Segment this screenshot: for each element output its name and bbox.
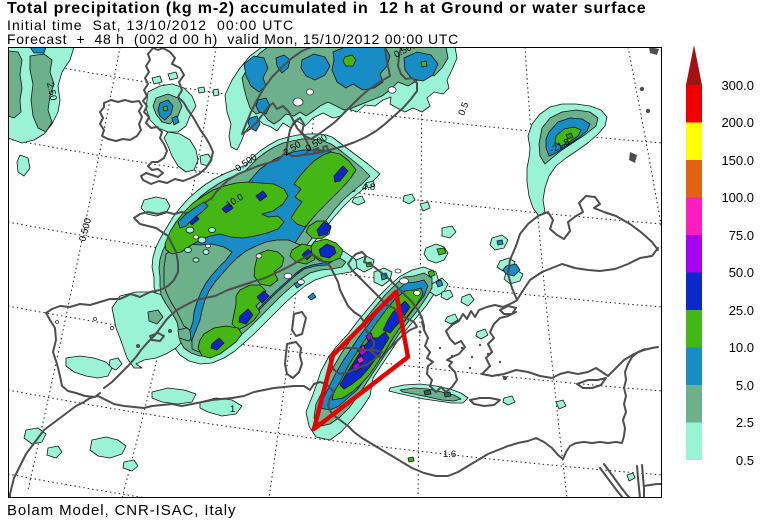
svg-text:2.50: 2.50 — [44, 81, 59, 101]
svg-text:0.500: 0.500 — [77, 217, 94, 243]
svg-text:0.5: 0.5 — [456, 101, 471, 117]
svg-text:1.6: 1.6 — [443, 449, 456, 460]
svg-text:4.8: 4.8 — [362, 182, 375, 193]
svg-text:1: 1 — [230, 404, 235, 415]
